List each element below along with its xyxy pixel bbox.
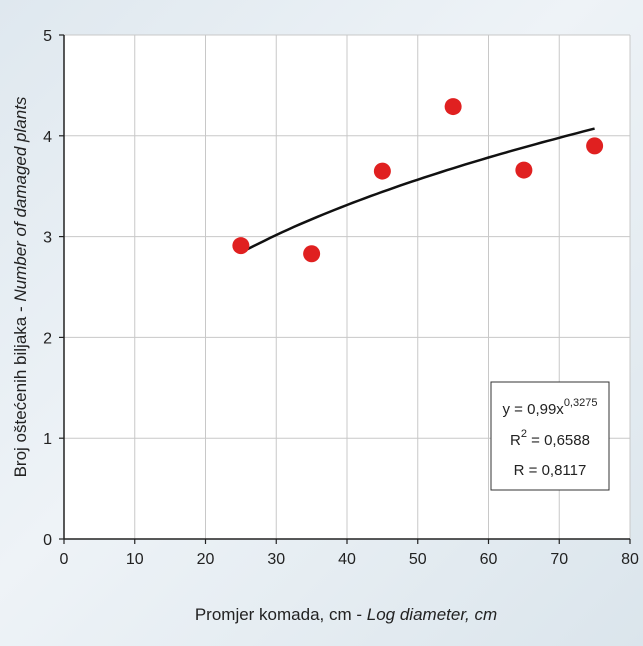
y-tick-label: 3 [43,230,52,247]
r-text: R = 0,8117 [514,462,587,479]
data-point [515,161,533,179]
equation-text: y = 0,99x0,3275 [503,397,598,418]
x-tick-labels: 0 10 20 30 40 50 60 70 80 [60,551,639,568]
y-tick-label: 4 [43,129,52,146]
y-tick-label: 0 [43,532,52,549]
x-axis-label: Promjer komada, cm - Log diameter, cm [195,605,497,624]
data-point [373,162,391,180]
y-tick-label: 1 [43,431,52,448]
data-point [444,98,462,116]
x-tick-label: 10 [126,551,144,568]
data-point [303,245,321,263]
x-tick-label: 50 [409,551,427,568]
r-squared-text: R2 = 0,6588 [510,428,590,449]
y-tick-label: 5 [43,28,52,45]
x-tick-label: 30 [267,551,285,568]
x-tick-label: 20 [197,551,215,568]
y-tick-label: 2 [43,330,52,347]
x-tick-label: 0 [60,551,69,568]
x-tick-label: 60 [480,551,498,568]
y-tick-labels: 0 1 2 3 4 5 [43,28,52,549]
x-tick-label: 70 [550,551,568,568]
data-point [232,237,250,255]
axes [59,34,631,544]
x-tick-label: 40 [338,551,356,568]
equation-box: y = 0,99x0,3275 R2 = 0,6588 R = 0,8117 [490,381,610,491]
data-points [232,98,604,263]
x-tick-label: 80 [621,551,639,568]
y-axis-label: Broj oštećenih biljaka - Number of damag… [11,96,30,477]
trendline [240,127,595,254]
data-point [586,137,604,155]
